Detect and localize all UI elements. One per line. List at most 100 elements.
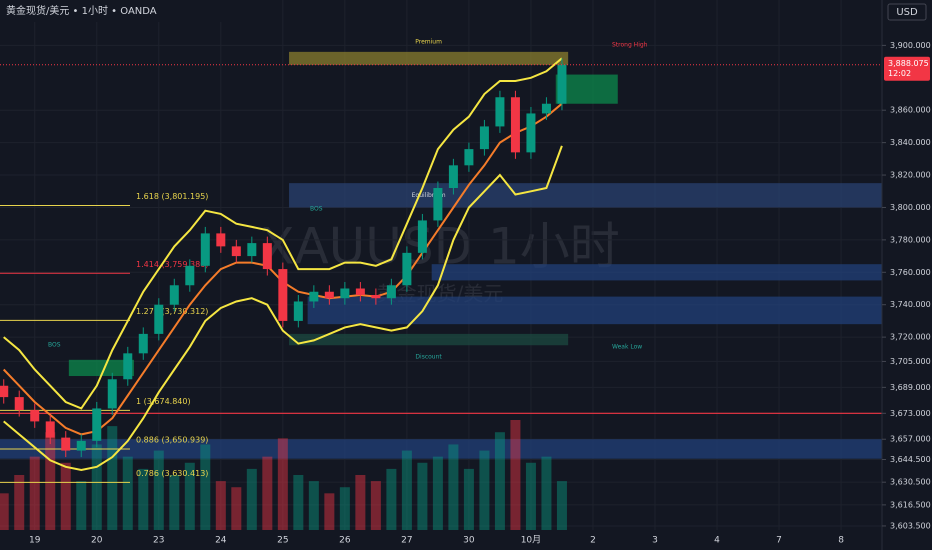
y-tick-label: 3,657.000 bbox=[890, 435, 931, 444]
y-tick-label: 3,720.000 bbox=[890, 333, 931, 342]
x-tick-label: 27 bbox=[401, 536, 412, 546]
volume-bar bbox=[184, 462, 195, 530]
y-tick-label: 3,760.000 bbox=[890, 268, 931, 277]
candle-body bbox=[510, 97, 520, 153]
x-tick-label: 7 bbox=[776, 536, 782, 546]
volume-bar bbox=[525, 462, 536, 530]
header-bg bbox=[0, 0, 250, 22]
volume-bar bbox=[401, 450, 412, 530]
volume-bar bbox=[215, 481, 226, 530]
volume-bar bbox=[277, 438, 288, 530]
volume-bar bbox=[510, 420, 521, 530]
x-tick-label: 20 bbox=[91, 536, 103, 546]
x-tick-label: 4 bbox=[714, 536, 720, 546]
volume-bar bbox=[463, 468, 474, 530]
y-tick-label: 3,630.500 bbox=[890, 478, 931, 487]
currency[interactable]: USD bbox=[896, 7, 918, 18]
candle-body bbox=[92, 408, 102, 441]
annotation: Strong High bbox=[612, 42, 648, 49]
countdown: 12:02 bbox=[888, 69, 911, 78]
y-tick-label: 3,603.500 bbox=[890, 521, 931, 530]
volume-bar bbox=[355, 475, 366, 530]
candle-body bbox=[355, 288, 365, 295]
candle-body bbox=[417, 220, 427, 253]
candle-body bbox=[231, 246, 241, 257]
fib-label: 1.618 (3,801.195) bbox=[136, 192, 208, 201]
candle-body bbox=[464, 149, 474, 166]
x-tick-label: 10月 bbox=[521, 535, 541, 546]
volume-bar bbox=[0, 493, 9, 530]
volume-bar bbox=[153, 450, 164, 530]
volume-bar bbox=[494, 432, 505, 530]
x-tick-label: 24 bbox=[215, 536, 227, 546]
candle-body bbox=[402, 252, 412, 286]
volume-bar bbox=[29, 456, 40, 530]
volume-bar bbox=[556, 481, 567, 530]
y-tick-label: 3,644.500 bbox=[890, 455, 931, 464]
annotation: BOS bbox=[310, 206, 323, 213]
candle-body bbox=[448, 165, 458, 189]
last-price-label: 3,888.075 bbox=[888, 59, 929, 68]
candle-body bbox=[386, 285, 396, 299]
volume-bar bbox=[293, 475, 304, 530]
volume-bar bbox=[246, 468, 257, 530]
candle-body bbox=[30, 410, 40, 422]
candle-body bbox=[262, 243, 272, 270]
x-tick-label: 30 bbox=[463, 536, 475, 546]
candle-body bbox=[123, 353, 133, 380]
fib-label: 1.414 (3,759.380) bbox=[136, 260, 208, 269]
candle-body bbox=[541, 103, 551, 114]
fib-label: 0.786 (3,630.413) bbox=[136, 469, 208, 478]
symbol-title: 黄金现货/美元 • 1小时 • OANDA bbox=[6, 4, 157, 17]
volume-bar bbox=[107, 426, 118, 530]
currency-button[interactable] bbox=[887, 3, 927, 21]
candle-body bbox=[61, 437, 71, 451]
volume-bar bbox=[14, 475, 25, 530]
candle-body bbox=[138, 333, 148, 354]
zone bbox=[289, 51, 569, 65]
band-line bbox=[3, 57, 563, 410]
volume-bar bbox=[324, 493, 335, 530]
candle-body bbox=[433, 188, 443, 221]
volume-bar bbox=[76, 481, 87, 530]
candle-body bbox=[309, 291, 319, 302]
plot: Premium Equilibrium Discount 1.618 (3,801.1… bbox=[0, 0, 882, 530]
volume-bar bbox=[386, 468, 397, 530]
candle-body bbox=[278, 269, 288, 321]
candle-body bbox=[371, 294, 381, 299]
zone bbox=[289, 183, 882, 208]
band-line bbox=[3, 145, 563, 472]
candle-body bbox=[76, 440, 86, 451]
x-tick-label: 2 bbox=[590, 536, 596, 546]
x-tick-label: 23 bbox=[153, 536, 164, 546]
volume-bar bbox=[91, 444, 102, 530]
zone bbox=[307, 296, 882, 325]
volume-bar bbox=[45, 432, 56, 530]
volume-bar bbox=[169, 475, 180, 530]
volume-bar bbox=[308, 481, 319, 530]
candle-body bbox=[247, 243, 257, 257]
volume-bar bbox=[417, 462, 428, 530]
zone bbox=[289, 333, 569, 346]
candle-body bbox=[216, 233, 226, 247]
volume-bar bbox=[448, 444, 459, 530]
y-tick-label: 3,689.000 bbox=[890, 383, 931, 392]
y-tick-label: 3,616.500 bbox=[890, 500, 931, 509]
candle-body bbox=[495, 97, 505, 127]
y-tick-label: 3,740.000 bbox=[890, 300, 931, 309]
volume-bar bbox=[200, 444, 211, 530]
candle-body bbox=[14, 397, 24, 411]
annotation: BOS bbox=[48, 342, 61, 349]
candle-body bbox=[107, 379, 117, 409]
zone-label: Equilibrium bbox=[412, 192, 446, 199]
volume-bar bbox=[138, 468, 149, 530]
volume-bar bbox=[479, 450, 490, 530]
candle-body bbox=[200, 233, 210, 266]
zone-label: Discount bbox=[415, 354, 442, 361]
candle-body bbox=[169, 285, 179, 305]
x-tick-label: 8 bbox=[838, 536, 844, 546]
volume-bar bbox=[541, 456, 552, 530]
candle-body bbox=[479, 126, 489, 150]
